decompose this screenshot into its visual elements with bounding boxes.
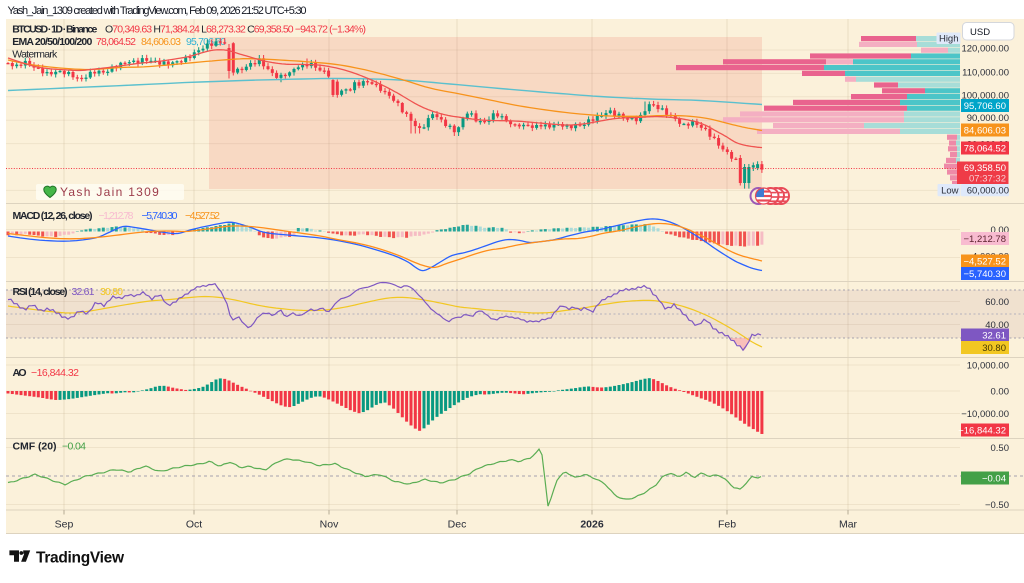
svg-text:−5,740.30: −5,740.30: [963, 269, 1006, 280]
svg-text:32.61: 32.61: [982, 330, 1006, 341]
svg-text:−0.04: −0.04: [62, 441, 86, 453]
svg-text:−0.50: −0.50: [985, 500, 1009, 511]
svg-text:High: High: [939, 34, 959, 45]
svg-text:2026: 2026: [580, 519, 604, 531]
svg-text:USD: USD: [970, 27, 990, 38]
svg-text:EMA 20/50/100/200: EMA 20/50/100/200: [12, 36, 92, 48]
svg-text:Feb: Feb: [718, 519, 736, 531]
svg-text:−16,844.32: −16,844.32: [958, 425, 1006, 436]
svg-text:−16,844.32: −16,844.32: [31, 367, 79, 379]
svg-text:120,000.00: 120,000.00: [961, 43, 1009, 54]
svg-text:60.00: 60.00: [985, 297, 1009, 308]
svg-text:110,000.00: 110,000.00: [962, 67, 1009, 78]
svg-text:78,064.52: 78,064.52: [964, 143, 1006, 154]
svg-text:Nov: Nov: [320, 519, 339, 531]
svg-text:−4,527.52: −4,527.52: [185, 210, 220, 222]
svg-text:Mar: Mar: [839, 519, 858, 531]
svg-text:−4,527.52: −4,527.52: [963, 256, 1006, 267]
svg-text:69,358.50: 69,358.50: [964, 163, 1006, 174]
svg-text:−5,740.30: −5,740.30: [142, 210, 178, 222]
svg-text:−10,000.00: −10,000.00: [961, 409, 1009, 420]
svg-text:Low: Low: [941, 185, 959, 196]
svg-text:10,000.00: 10,000.00: [967, 360, 1009, 371]
svg-text:60,000.00: 60,000.00: [967, 185, 1009, 196]
svg-text:−1,212.78: −1,212.78: [963, 234, 1006, 245]
svg-text:Yash_Jain_1309 created with Tr: Yash_Jain_1309 created with TradingView.…: [8, 5, 307, 17]
svg-text:RSI (14, close): RSI (14, close): [13, 286, 68, 298]
svg-text:TradingView: TradingView: [36, 550, 125, 567]
svg-text:Dec: Dec: [448, 519, 467, 531]
svg-text:07:37:32: 07:37:32: [969, 173, 1006, 184]
svg-text:BTCUSD · 1D · Binance: BTCUSD · 1D · Binance: [12, 24, 97, 36]
svg-text:O70,349.63 H71,384.24 L68,273.: O70,349.63 H71,384.24 L68,273.32 C69,358…: [105, 24, 366, 36]
svg-text:Sep: Sep: [55, 519, 74, 531]
svg-text:30.80: 30.80: [100, 286, 123, 298]
svg-text:78,064.52: 78,064.52: [96, 36, 136, 48]
svg-text:MACD (12, 26, close): MACD (12, 26, close): [13, 210, 93, 222]
svg-text:95,706.60: 95,706.60: [964, 101, 1006, 112]
svg-text:84,606.03: 84,606.03: [964, 125, 1006, 136]
svg-text:−1,212.78: −1,212.78: [99, 210, 134, 222]
svg-text:AO: AO: [13, 367, 27, 379]
svg-text:Yash Jain 1309: Yash Jain 1309: [60, 185, 160, 199]
svg-text:90,000.00: 90,000.00: [967, 113, 1009, 124]
svg-text:0.00: 0.00: [991, 386, 1010, 397]
svg-text:32.61: 32.61: [72, 286, 95, 298]
svg-text:−0.04: −0.04: [982, 473, 1006, 484]
svg-text:Oct: Oct: [186, 519, 202, 531]
svg-text:84,606.03: 84,606.03: [141, 36, 181, 48]
svg-text:30.80: 30.80: [982, 343, 1006, 354]
svg-text:Watermark: Watermark: [12, 49, 58, 61]
svg-text:0.50: 0.50: [991, 443, 1010, 454]
svg-text:CMF (20): CMF (20): [13, 441, 57, 453]
